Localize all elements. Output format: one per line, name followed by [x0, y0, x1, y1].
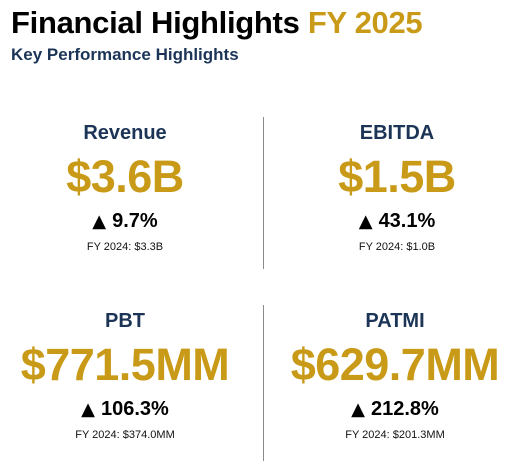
page-subtitle: Key Performance Highlights — [11, 45, 239, 64]
kpi-prior-year: FY 2024: $374.0MM — [75, 429, 175, 441]
kpi-prior-year: FY 2024: $1.0B — [358, 241, 436, 253]
vertical-divider-top — [263, 117, 264, 269]
page-title-year: FY 2025 — [307, 5, 423, 40]
kpi-label: EBITDA — [359, 122, 435, 144]
up-arrow-icon: ▲ — [92, 211, 107, 232]
kpi-change: ▲ 212.8% — [278, 397, 512, 422]
kpi-prior-year: FY 2024: $201.3MM — [345, 429, 445, 441]
kpi-label: PATMI — [365, 310, 425, 332]
kpi-value: $3.6B — [66, 151, 184, 202]
vertical-divider-bottom — [263, 305, 264, 461]
kpi-value: $771.5MM — [20, 339, 230, 390]
kpi-prior-year: FY 2024: $3.3B — [86, 241, 164, 253]
kpi-change-value: 212.8% — [371, 398, 439, 420]
kpi-change-value: 43.1% — [378, 210, 436, 232]
kpi-card-pbt: PBT $771.5MM ▲ 106.3% FY 2024: $374.0MM — [0, 309, 250, 442]
kpi-label: PBT — [105, 310, 145, 332]
kpi-value: $1.5B — [338, 151, 456, 202]
kpi-value: $629.7MM — [290, 339, 500, 390]
kpi-label: Revenue — [83, 122, 167, 144]
page-title: Financial Highlights FY 2025 — [11, 4, 506, 42]
kpi-change-value: 9.7% — [112, 210, 158, 232]
kpi-change: ▲ 9.7% — [0, 209, 250, 234]
header: Financial Highlights FY 2025 Key Perform… — [11, 4, 506, 65]
up-arrow-icon: ▲ — [81, 399, 95, 420]
up-arrow-icon: ▲ — [351, 399, 365, 420]
up-arrow-icon: ▲ — [358, 211, 373, 232]
kpi-change-value: 106.3% — [101, 398, 169, 420]
kpi-change: ▲ 43.1% — [280, 209, 514, 234]
kpi-card-revenue: Revenue $3.6B ▲ 9.7% FY 2024: $3.3B — [0, 121, 250, 254]
kpi-card-ebitda: EBITDA $1.5B ▲ 43.1% FY 2024: $1.0B — [280, 121, 514, 254]
kpi-change: ▲ 106.3% — [0, 397, 250, 422]
page-title-main: Financial Highlights — [11, 5, 300, 40]
kpi-card-patmi: PATMI $629.7MM ▲ 212.8% FY 2024: $201.3MM — [278, 309, 512, 442]
